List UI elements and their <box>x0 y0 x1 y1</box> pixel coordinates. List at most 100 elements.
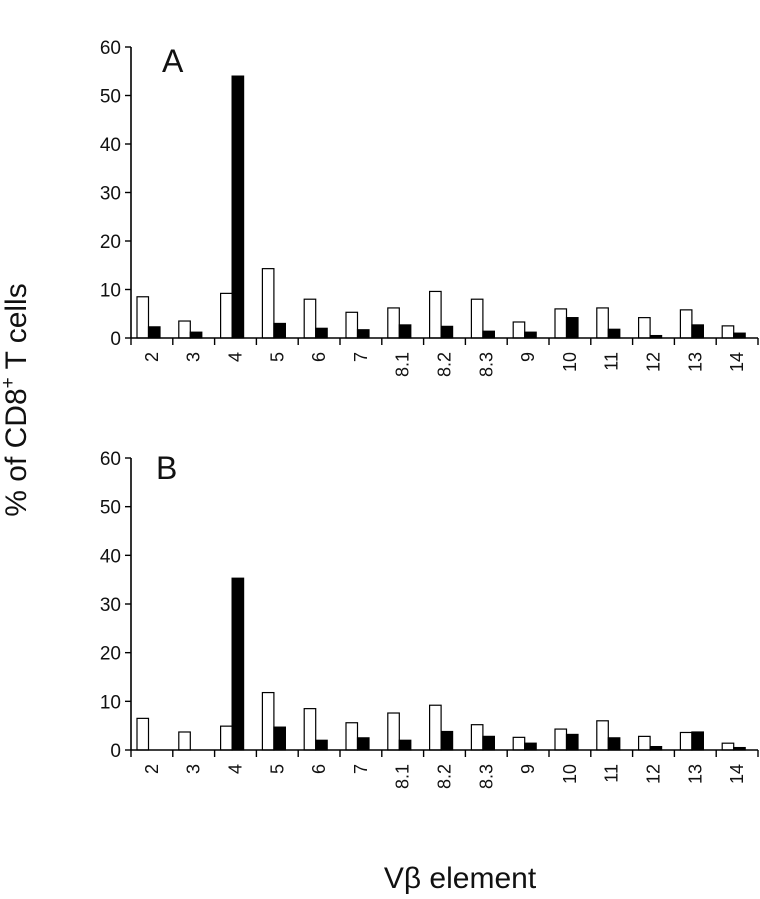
panel-a-y-tick-label-40: 40 <box>100 135 121 156</box>
panel-a-x-tick-label-9: 9 <box>518 352 538 362</box>
panel-b-y-tick-label-30: 30 <box>100 595 121 616</box>
panel-a-x-tick-label-8.1: 8.1 <box>393 352 413 377</box>
panel-b-bar-filled-6 <box>315 739 328 751</box>
panel-a-bar-open-7 <box>345 311 359 339</box>
panel-a-x-tick-label-8.2: 8.2 <box>435 352 455 377</box>
panel-a-bar-open-11 <box>596 307 609 339</box>
panel-b-bar-open-7 <box>345 722 359 751</box>
panel-b-x-tick-label-11: 11 <box>602 764 622 783</box>
panel-a-chart: A 0 10 20 30 40 50 60 2 3 4 5 6 7 8.1 8.2 8.3 9 10 11 12 13 1… <box>100 38 759 377</box>
panel-a-bar-filled-8.1 <box>398 324 412 339</box>
panel-b-x-tick-label-10: 10 <box>560 764 580 784</box>
panel-a-bar-open-3 <box>178 320 191 339</box>
panel-b-x-tick-label-13: 13 <box>685 764 705 784</box>
panel-b-bar-open-14 <box>721 742 735 751</box>
panel-b-y-tick-label-20: 20 <box>100 644 121 665</box>
panel-b-bar-open-8.1 <box>387 712 400 751</box>
panel-a-bar-open-8.2 <box>429 290 442 339</box>
panel-b-bar-filled-9 <box>524 742 537 751</box>
panel-a-x-tick-label-3: 3 <box>184 352 204 362</box>
panel-a-bar-open-13 <box>679 309 693 339</box>
panel-b-y-tick-label-50: 50 <box>100 498 121 519</box>
panel-a-y-tick-label-30: 30 <box>100 184 121 205</box>
panel-b-x-tick-label-8.3: 8.3 <box>476 764 496 789</box>
y-axis-label: % of CD8+ T cells <box>0 283 33 516</box>
panel-a-bar-open-8.3 <box>470 298 484 339</box>
panel-a-x-tick-label-13: 13 <box>685 352 705 372</box>
panel-b-bar-open-13 <box>679 731 693 751</box>
panel-a-bar-filled-2 <box>147 326 161 339</box>
y-axis-label-tail: T cells <box>0 283 33 377</box>
panel-b-y-tick-label-60: 60 <box>100 449 121 470</box>
panel-b-bar-filled-8.3 <box>482 735 495 751</box>
panel-b-x-tick-label-8.2: 8.2 <box>435 764 455 789</box>
panel-a-bar-filled-9 <box>524 331 537 339</box>
panel-a-bar-filled-13 <box>691 324 705 339</box>
panel-a-x-tick-label-11: 11 <box>602 352 622 371</box>
panel-b-bar-open-4 <box>220 725 233 751</box>
panel-a-y-tick-label-60: 60 <box>100 38 121 59</box>
panel-b-bar-filled-11 <box>607 737 621 751</box>
panel-a-bar-open-9 <box>512 321 526 339</box>
y-axis-label-main: % of CD8 <box>0 388 33 516</box>
panel-a-x-tick-label-10: 10 <box>560 352 580 372</box>
panel-b-bar-open-2 <box>136 717 150 751</box>
panel-b-x-tick-label-8.1: 8.1 <box>393 764 413 789</box>
panel-b-bar-open-8.2 <box>429 704 442 751</box>
panel-b-label: B <box>156 450 177 486</box>
panel-a-bar-open-2 <box>136 296 150 339</box>
panel-b-x-tick-label-4: 4 <box>226 764 246 774</box>
panel-a-x-tick-label-14: 14 <box>727 352 747 372</box>
panel-b-bar-open-6 <box>303 708 317 751</box>
panel-a-y-tick-label-10: 10 <box>100 281 121 302</box>
panel-b-x-tick-label-14: 14 <box>727 764 747 784</box>
panel-b-bar-filled-13 <box>691 731 705 751</box>
panel-b-y-tick-label-40: 40 <box>100 546 121 567</box>
panel-b-bar-open-9 <box>512 736 526 751</box>
panel-b-bar-filled-4 <box>231 577 245 751</box>
panel-a-y-tick-label-20: 20 <box>100 232 121 253</box>
panel-b-y-tick-label-0: 0 <box>110 741 121 762</box>
panel-a-bar-open-10 <box>554 308 568 339</box>
panel-b-x-tick-label-12: 12 <box>644 764 664 784</box>
x-axis-label: Vβ element <box>384 862 537 895</box>
panel-b-x-tick-label-9: 9 <box>518 764 538 774</box>
panel-a-bar-open-12 <box>637 317 651 339</box>
panel-a-bar-open-8.1 <box>387 307 400 339</box>
panel-a-y-tick-label-0: 0 <box>110 329 121 350</box>
panel-b-bar-filled-8.1 <box>398 739 412 751</box>
panel-a-bar-filled-5 <box>273 322 286 339</box>
panel-b-x-tick-label-5: 5 <box>267 764 287 774</box>
panel-a-bar-filled-3 <box>189 331 203 339</box>
panel-b-bar-open-3 <box>178 731 191 751</box>
panel-a-x-tick-label-2: 2 <box>142 352 162 362</box>
panel-a-bar-filled-6 <box>315 327 328 339</box>
panel-b-bar-filled-8.2 <box>440 730 454 751</box>
panel-b-x-tick-label-6: 6 <box>309 764 329 774</box>
panel-b-bar-filled-7 <box>356 737 370 751</box>
panel-a-bar-open-14 <box>721 325 735 339</box>
panel-a-bar-open-5 <box>261 268 275 339</box>
panel-b-y-tick-label-10: 10 <box>100 692 121 713</box>
panel-a-bar-filled-8.3 <box>482 330 495 339</box>
panel-b-bar-open-5 <box>261 691 275 751</box>
panel-b-bar-filled-10 <box>565 733 579 751</box>
panel-a-y-tick-label-50: 50 <box>100 87 121 108</box>
panel-a-x-tick-label-7: 7 <box>351 352 371 362</box>
panel-a-label: A <box>162 43 184 79</box>
panel-b-bar-open-8.3 <box>470 724 484 751</box>
panel-b-chart: B 0 10 20 30 40 50 60 2 3 4 5 6 7 8.1 8.2 8.3 9 10 11 12 13 1… <box>100 449 759 789</box>
panel-a-x-tick-label-5: 5 <box>267 352 287 362</box>
panel-a-bar-filled-8.2 <box>440 325 454 339</box>
panel-b-x-tick-label-3: 3 <box>184 764 204 774</box>
panel-a-bar-filled-10 <box>565 317 579 339</box>
y-axis-label-superscript: + <box>0 377 19 388</box>
panel-b-bar-open-11 <box>596 720 609 751</box>
panel-a-x-tick-label-12: 12 <box>644 352 664 372</box>
panel-b-bar-filled-5 <box>273 726 286 751</box>
panel-a-x-tick-label-8.3: 8.3 <box>476 352 496 377</box>
panel-a-bar-open-6 <box>303 298 317 339</box>
panel-a-x-tick-label-6: 6 <box>309 352 329 362</box>
